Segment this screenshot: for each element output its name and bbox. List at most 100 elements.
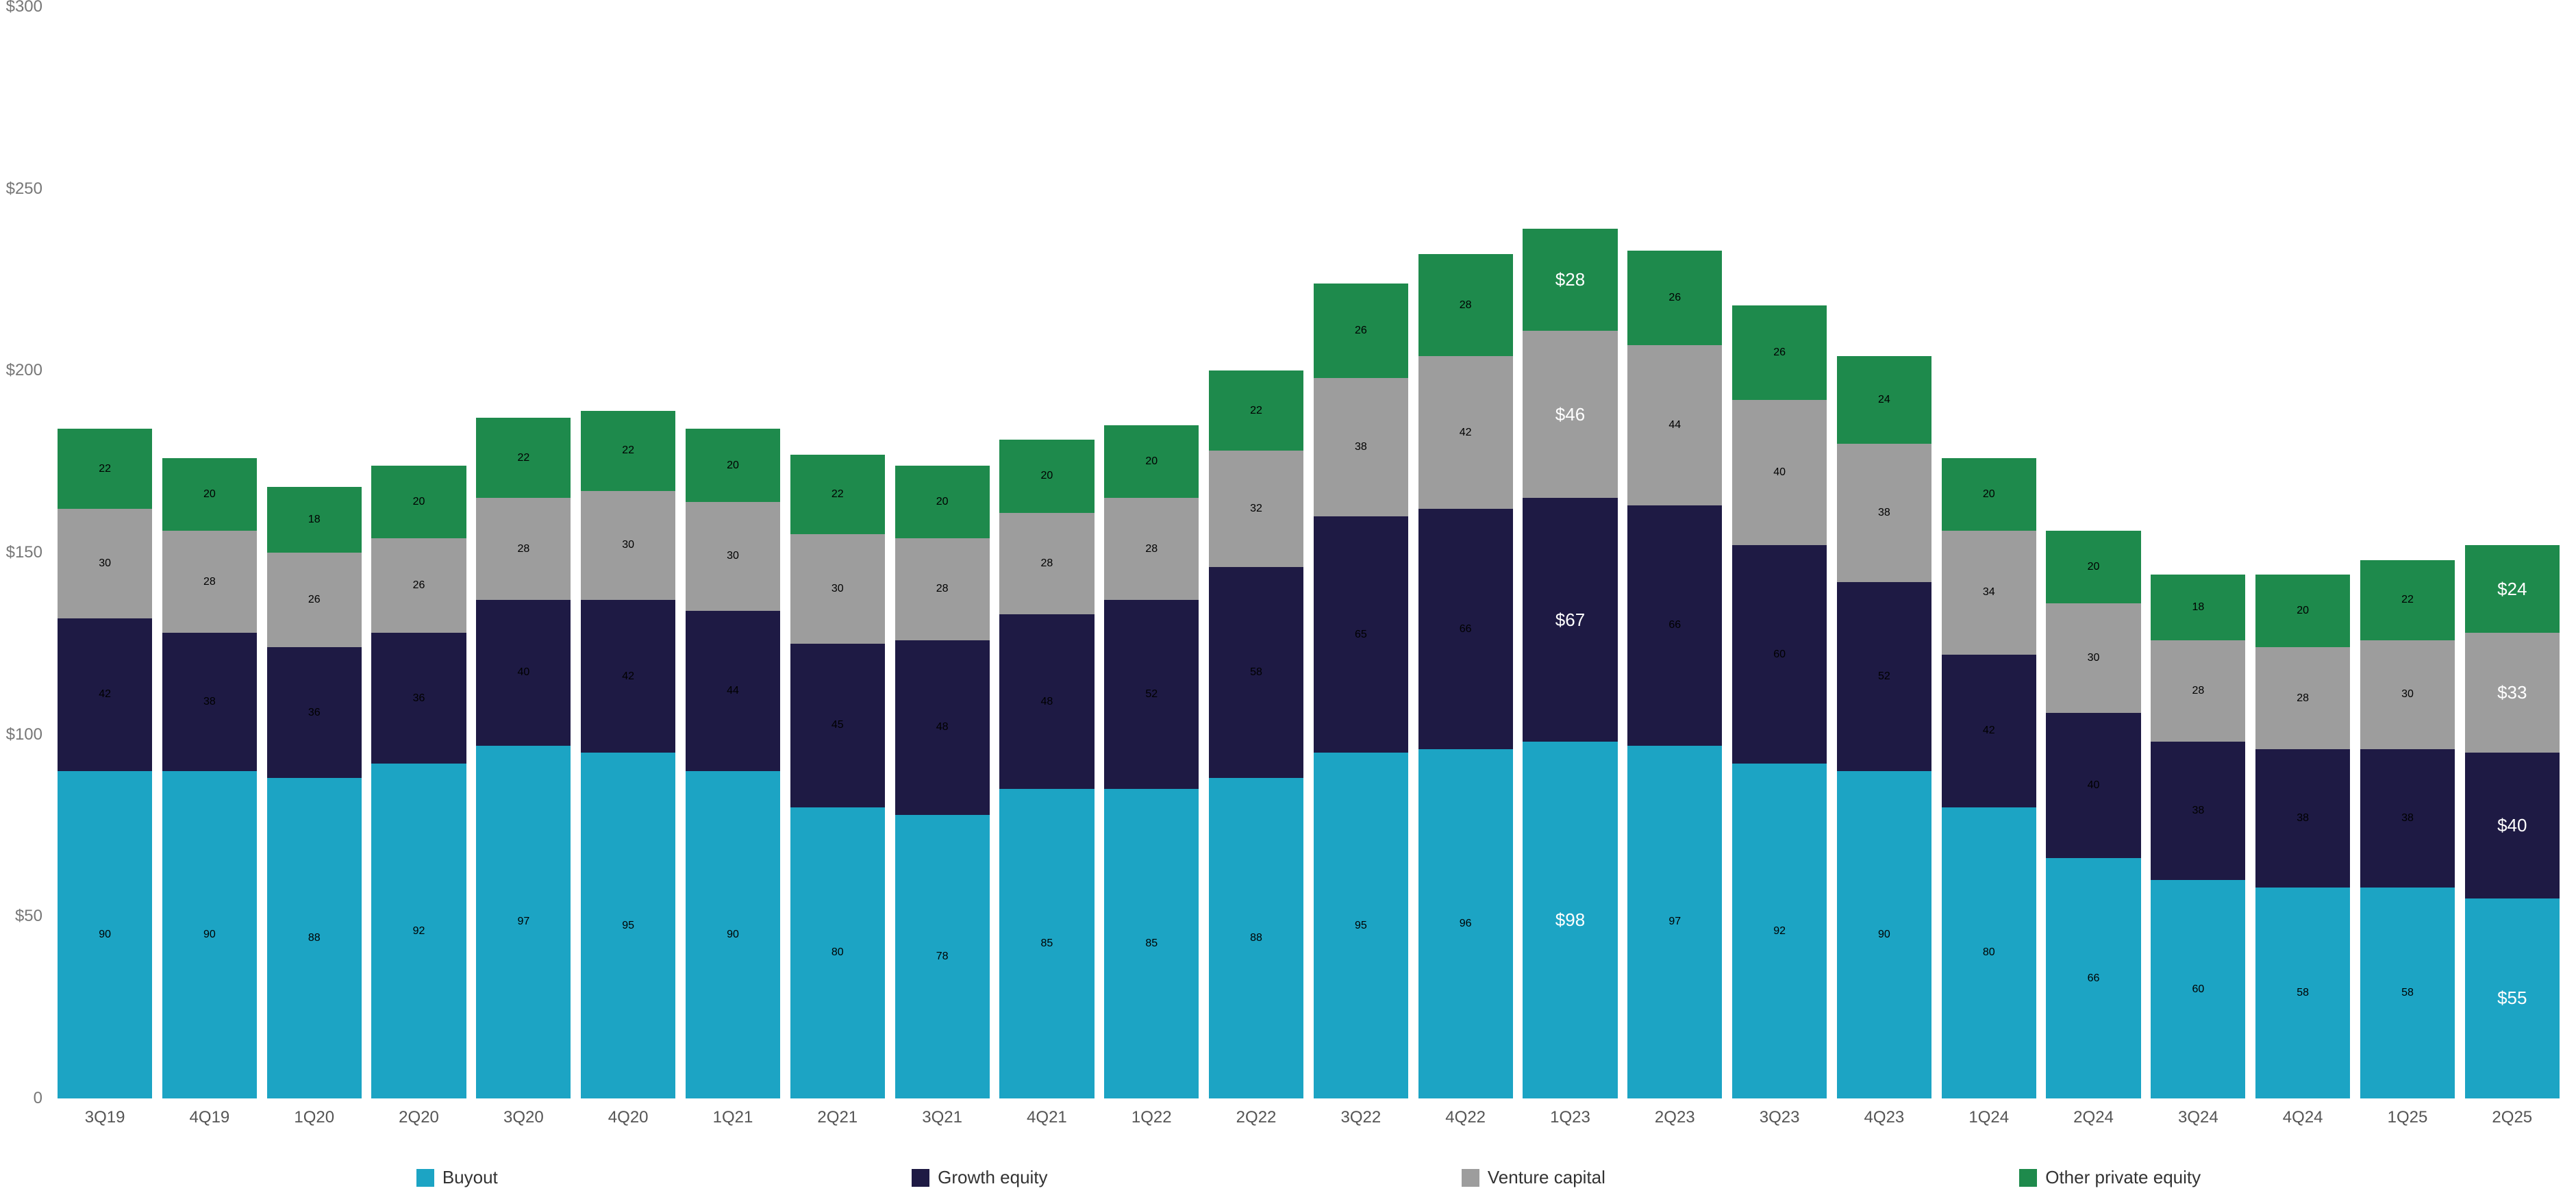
bar-segment-venture: 28 <box>999 513 1094 615</box>
legend-item-other: Other private equity <box>2019 1167 2201 1188</box>
bar-segment-buyout: 60 <box>2151 880 2245 1098</box>
bar-segment-other: $24 <box>2465 545 2560 633</box>
bar-segment-other: 18 <box>267 487 362 553</box>
bar-segment-other: 22 <box>581 411 675 491</box>
bar-segment-other: 22 <box>2360 560 2455 640</box>
bar-segment-buyout: 96 <box>1418 749 1513 1098</box>
bar-column: 223038581Q25 <box>2360 7 2455 1098</box>
bar-value-label: $98 <box>1555 909 1585 931</box>
bar-segment-growth: 42 <box>1942 655 2036 807</box>
bar-segment-other: 20 <box>895 466 990 538</box>
bar-segment-venture: 38 <box>1314 378 1408 516</box>
x-tick-label: 2Q20 <box>399 1108 439 1127</box>
legend: Buyout Growth equity Venture capital Other … <box>55 1167 2562 1188</box>
bar-column: 263865953Q22 <box>1314 7 1408 1098</box>
x-tick-label: 2Q22 <box>1236 1108 1277 1127</box>
x-tick-label: 4Q20 <box>608 1108 649 1127</box>
x-tick-label: 4Q22 <box>1445 1108 1486 1127</box>
legend-item-buyout: Buyout <box>416 1167 498 1188</box>
bar-segment-buyout: 90 <box>162 771 257 1098</box>
x-tick-label: 3Q22 <box>1340 1108 1381 1127</box>
legend-swatch <box>1462 1169 1479 1187</box>
bar-column: 182636881Q20 <box>267 7 362 1098</box>
bar-segment-buyout: 88 <box>267 778 362 1098</box>
bar-segment-buyout: 92 <box>1732 764 1827 1098</box>
bar-segment-growth: 52 <box>1837 582 1931 771</box>
bar-segment-growth: $40 <box>2465 753 2560 898</box>
bar-segment-other: 20 <box>371 466 466 538</box>
bar-column: $28$46$67$981Q23 <box>1523 7 1617 1098</box>
bar-segment-other: 20 <box>1942 458 2036 531</box>
bar-segment-buyout: 88 <box>1209 778 1303 1098</box>
bar-column: 203044901Q21 <box>686 7 780 1098</box>
bar-column: 202838584Q24 <box>2255 7 2350 1098</box>
y-tick-label: $100 <box>6 725 42 744</box>
bar-segment-other: 20 <box>1104 425 1199 498</box>
bar-segment-growth: 60 <box>1732 545 1827 764</box>
x-tick-label: 4Q23 <box>1864 1108 1905 1127</box>
bar-column: $24$33$40$552Q25 <box>2465 7 2560 1098</box>
bar-segment-venture: 30 <box>2360 640 2455 749</box>
bar-segment-growth: 66 <box>1418 509 1513 749</box>
x-tick-label: 4Q19 <box>190 1108 230 1127</box>
bar-segment-venture: 40 <box>1732 400 1827 546</box>
bar-segment-venture: 44 <box>1627 345 1722 505</box>
bar-segment-venture: 30 <box>2046 603 2140 712</box>
y-tick-label: $200 <box>6 361 42 380</box>
bar-segment-buyout: 90 <box>58 771 152 1098</box>
bar-segment-growth: 38 <box>2151 742 2245 880</box>
bar-segment-venture: 38 <box>1837 444 1931 582</box>
bar-segment-venture: 30 <box>58 509 152 618</box>
bar-segment-other: 20 <box>999 440 1094 512</box>
y-tick-label: $50 <box>15 907 42 926</box>
x-tick-label: 1Q24 <box>1968 1108 2009 1127</box>
bar-segment-buyout: $98 <box>1523 742 1617 1098</box>
bar-segment-other: 26 <box>1627 251 1722 345</box>
bar-segment-buyout: 97 <box>476 746 571 1098</box>
bar-segment-venture: 30 <box>790 534 885 643</box>
legend-swatch <box>912 1169 929 1187</box>
bar-column: 202838904Q19 <box>162 7 257 1098</box>
plot-area: 0$50$100$150$200$250$300 223042903Q19202… <box>55 7 2562 1099</box>
bar-segment-venture: 34 <box>1942 531 2036 655</box>
x-tick-label: 3Q21 <box>922 1108 962 1127</box>
x-tick-label: 2Q24 <box>2073 1108 2114 1127</box>
bar-segment-other: 20 <box>2046 531 2140 603</box>
x-tick-label: 4Q21 <box>1027 1108 1067 1127</box>
bar-segment-growth: 42 <box>581 600 675 753</box>
bar-segment-venture: 28 <box>476 498 571 600</box>
bar-segment-buyout: 80 <box>790 807 885 1098</box>
bar-segment-buyout: 78 <box>895 815 990 1098</box>
bar-segment-other: 20 <box>686 429 780 501</box>
y-tick-label: $150 <box>6 543 42 562</box>
bar-segment-buyout: $55 <box>2465 898 2560 1098</box>
legend-label: Other private equity <box>2045 1167 2201 1188</box>
bar-value-label: $28 <box>1555 269 1585 290</box>
bar-segment-buyout: 58 <box>2255 888 2350 1098</box>
bar-segment-venture: 26 <box>267 553 362 647</box>
bar-segment-growth: 36 <box>267 647 362 778</box>
x-tick-label: 2Q23 <box>1655 1108 1695 1127</box>
bar-segment-buyout: 58 <box>2360 888 2455 1098</box>
bar-value-label: $55 <box>2497 988 2527 1009</box>
legend-label: Growth equity <box>938 1167 1047 1188</box>
x-tick-label: 2Q25 <box>2492 1108 2532 1127</box>
bar-segment-growth: 45 <box>790 644 885 807</box>
bar-column: 243852904Q23 <box>1837 7 1931 1098</box>
bar-segment-buyout: 80 <box>1942 807 2036 1098</box>
legend-label: Venture capital <box>1488 1167 1605 1188</box>
bar-segment-other: 22 <box>476 418 571 498</box>
bar-segment-other: 28 <box>1418 254 1513 356</box>
x-tick-label: 1Q23 <box>1550 1108 1590 1127</box>
bar-segment-venture: 26 <box>371 538 466 633</box>
bar-segment-buyout: 90 <box>1837 771 1931 1098</box>
bar-segment-venture: $33 <box>2465 633 2560 753</box>
bar-column: 264466972Q23 <box>1627 7 1722 1098</box>
legend-swatch <box>416 1169 434 1187</box>
y-tick-label: $250 <box>6 179 42 199</box>
bar-column: 203040662Q24 <box>2046 7 2140 1098</box>
bar-segment-other: 24 <box>1837 356 1931 444</box>
bar-value-label: $24 <box>2497 579 2527 600</box>
bar-segment-buyout: 97 <box>1627 746 1722 1098</box>
bar-column: 182838603Q24 <box>2151 7 2245 1098</box>
